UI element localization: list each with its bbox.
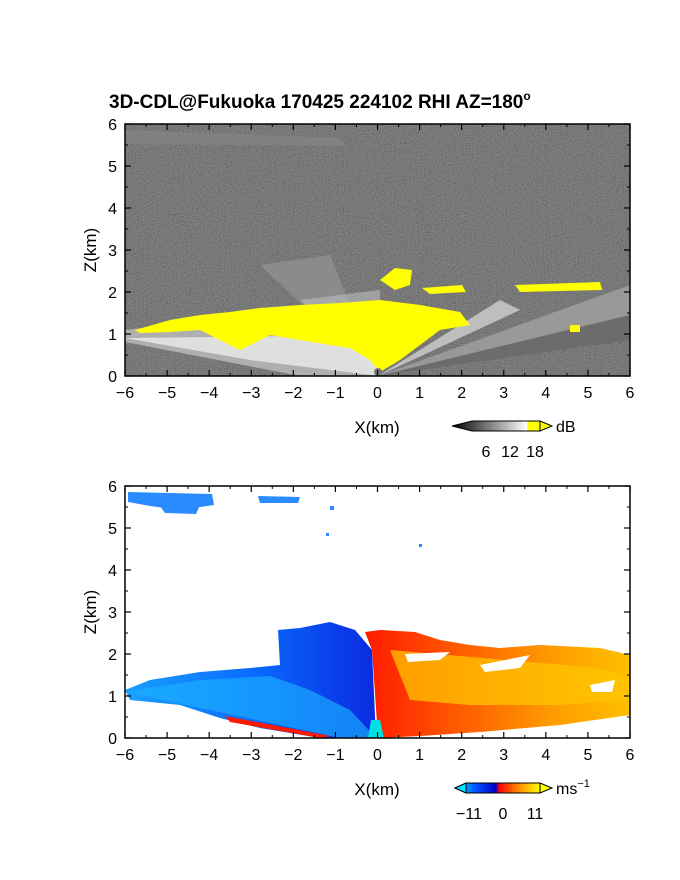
velocity-colorbar: ms−1 −11 0 11 xyxy=(453,778,590,823)
backscatter-y-tick-label: 5 xyxy=(108,159,117,176)
velocity-x-tick-label: 3 xyxy=(499,747,508,764)
backscatter-x-tick-label: 1 xyxy=(415,385,424,402)
backscatter-x-tick-label: 3 xyxy=(499,385,508,402)
velocity-panel: −6 −5 −4 −3 −2 −1 0 1 2 3 4 5 6 0 1 2 3 4 5 6 X(km) Z(km) m… xyxy=(81,479,635,823)
velocity-colorbar-unit: ms−1 xyxy=(556,778,590,798)
velocity-x-tick-label: 0 xyxy=(373,747,382,764)
velocity-colorbar-tick-0: 0 xyxy=(499,806,508,823)
velocity-x-tick-label: 2 xyxy=(457,747,466,764)
backscatter-colorbar-unit: dB xyxy=(556,419,576,436)
velocity-x-tick-label: 4 xyxy=(541,747,550,764)
backscatter-colorbar-tick-6: 6 xyxy=(482,444,491,461)
velocity-x-tick-label: −2 xyxy=(284,747,302,764)
velocity-y-tick-label: 5 xyxy=(108,521,117,538)
velocity-x-tick-label: −6 xyxy=(116,747,134,764)
velocity-x-tick-label: 5 xyxy=(583,747,592,764)
velocity-y-tick-label: 6 xyxy=(108,479,117,496)
backscatter-y-axis-label: Z(km) xyxy=(81,228,100,272)
velocity-y-tick-label: 3 xyxy=(108,605,117,622)
backscatter-colorbar-tick-12: 12 xyxy=(501,444,519,461)
velocity-y-axis-label: Z(km) xyxy=(81,590,100,634)
velocity-x-tick-label: −4 xyxy=(200,747,218,764)
backscatter-x-tick-label: 5 xyxy=(583,385,592,402)
velocity-x-tick-label: −1 xyxy=(326,747,344,764)
backscatter-x-tick-label: 4 xyxy=(541,385,550,402)
backscatter-x-axis-label: X(km) xyxy=(354,418,399,437)
velocity-y-tick-label: 4 xyxy=(108,563,117,580)
backscatter-x-tick-label: −6 xyxy=(116,385,134,402)
velocity-x-tick-label: 1 xyxy=(415,747,424,764)
backscatter-x-tick-label: −4 xyxy=(200,385,218,402)
backscatter-colorbar: dB 6 12 18 xyxy=(451,419,576,461)
backscatter-x-tick-label: 2 xyxy=(457,385,466,402)
backscatter-image xyxy=(125,124,630,376)
chart-title: 3D-CDL@Fukuoka 170425 224102 RHI AZ=180o xyxy=(109,89,531,113)
velocity-y-tick-label: 0 xyxy=(108,731,117,748)
backscatter-x-tick-label: −1 xyxy=(326,385,344,402)
velocity-x-tick-label: 6 xyxy=(626,747,635,764)
backscatter-x-tick-label: 0 xyxy=(373,385,382,402)
backscatter-x-tick-label: −5 xyxy=(158,385,176,402)
backscatter-y-tick-label: 1 xyxy=(108,327,117,344)
backscatter-x-tick-label: 6 xyxy=(626,385,635,402)
velocity-x-tick-label: −5 xyxy=(158,747,176,764)
velocity-colorbar-tick-11: 11 xyxy=(527,806,544,823)
velocity-image xyxy=(125,486,630,738)
velocity-y-tick-label: 1 xyxy=(108,689,117,706)
backscatter-y-tick-label: 2 xyxy=(108,285,117,302)
backscatter-y-tick-label: 6 xyxy=(108,117,117,134)
backscatter-y-tick-label: 0 xyxy=(108,369,117,386)
backscatter-x-tick-label: −2 xyxy=(284,385,302,402)
velocity-colorbar-tick-neg11: −11 xyxy=(456,806,482,823)
backscatter-y-tick-label: 4 xyxy=(108,201,117,218)
backscatter-y-tick-label: 3 xyxy=(108,243,117,260)
backscatter-x-tick-label: −3 xyxy=(242,385,260,402)
backscatter-colorbar-tick-18: 18 xyxy=(526,444,544,461)
velocity-x-tick-label: −3 xyxy=(242,747,260,764)
velocity-x-axis-label: X(km) xyxy=(354,780,399,799)
velocity-y-tick-label: 2 xyxy=(108,647,117,664)
